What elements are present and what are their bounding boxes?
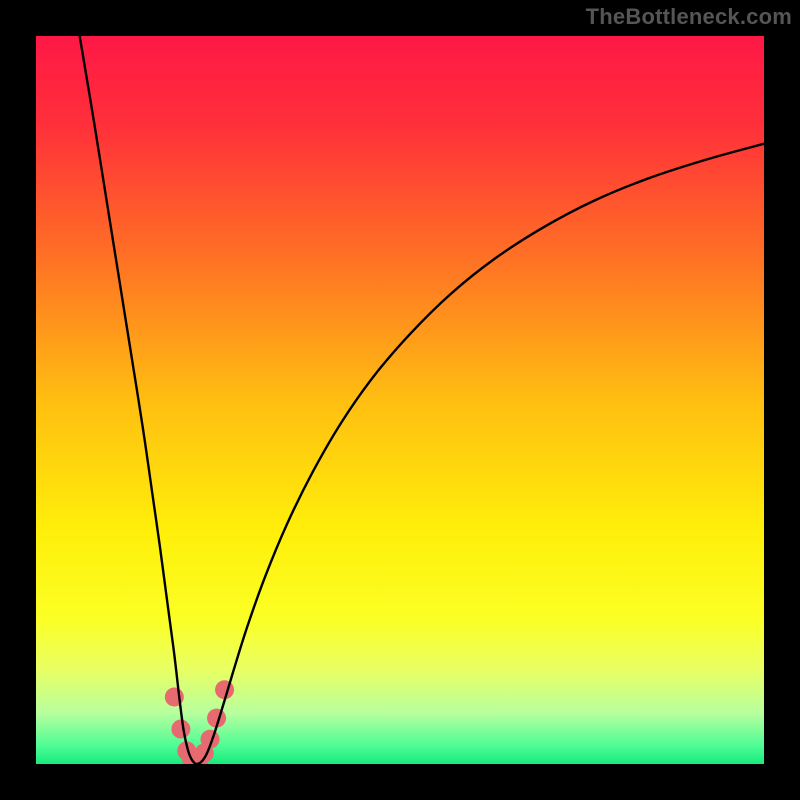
figure: TheBottleneck.com <box>0 0 800 800</box>
marker-dot <box>171 720 190 739</box>
watermark-text: TheBottleneck.com <box>586 4 792 30</box>
chart-svg <box>0 0 800 800</box>
plot-background <box>36 36 764 764</box>
